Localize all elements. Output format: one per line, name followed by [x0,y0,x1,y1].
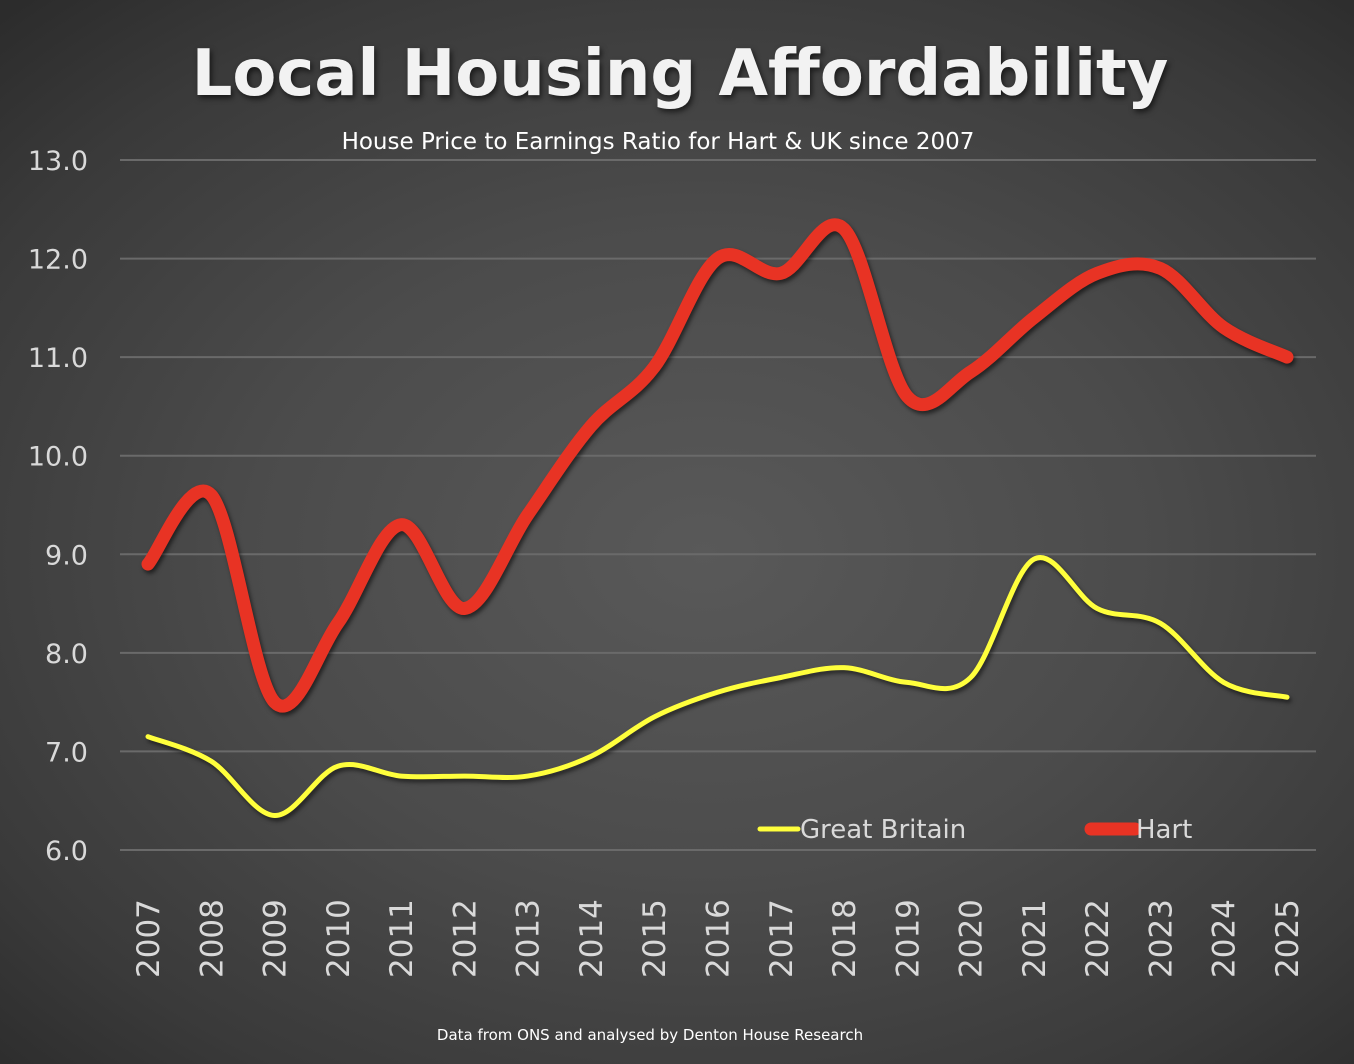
x-tick-label: 2019 [890,899,926,978]
x-tick-label: 2008 [194,899,230,978]
x-tick-label: 2024 [1207,899,1243,978]
y-tick-label: 9.0 [45,540,88,571]
y-tick-label: 11.0 [28,343,88,374]
x-tick-label: 2013 [511,899,547,978]
y-tick-label: 13.0 [28,146,88,177]
y-tick-label: 10.0 [28,442,88,473]
footnote: Data from ONS and analysed by Denton Hou… [437,1026,863,1044]
chart-subtitle: House Price to Earnings Ratio for Hart &… [342,129,975,155]
y-tick-label: 7.0 [45,737,88,768]
series-lines [141,218,1294,819]
x-tick-label: 2020 [954,899,990,978]
x-tick-label: 2017 [764,899,800,978]
legend-label-hart: Hart [1136,815,1192,845]
x-tick-label: 2010 [321,899,357,978]
x-tick-label: 2022 [1080,899,1116,978]
y-tick-label: 6.0 [45,836,88,867]
legend: Great Britain Hart [757,815,1192,845]
x-axis-ticks: 2007 2008 2009 2010 2011 2012 2013 2014 2015 2016… [131,899,1306,978]
x-tick-label: 2025 [1270,899,1306,978]
series-line-great-britain [145,555,1290,819]
x-tick-label: 2021 [1017,899,1053,978]
y-axis-ticks: 6.0 7.0 8.0 9.0 10.0 11.0 12.0 13.0 [28,146,88,867]
legend-label-great-britain: Great Britain [800,815,966,845]
x-tick-label: 2016 [701,899,737,978]
x-tick-label: 2011 [384,899,420,978]
x-tick-label: 2018 [827,899,863,978]
x-tick-label: 2012 [447,899,483,978]
x-tick-label: 2014 [574,899,610,978]
series-line-hart [141,218,1294,713]
x-tick-label: 2015 [637,899,673,978]
chart-title: Local Housing Affordability [192,37,1169,111]
x-tick-label: 2009 [258,899,294,978]
y-tick-label: 8.0 [45,639,88,670]
y-tick-label: 12.0 [28,245,88,276]
x-tick-label: 2007 [131,899,167,978]
x-tick-label: 2023 [1143,899,1179,978]
